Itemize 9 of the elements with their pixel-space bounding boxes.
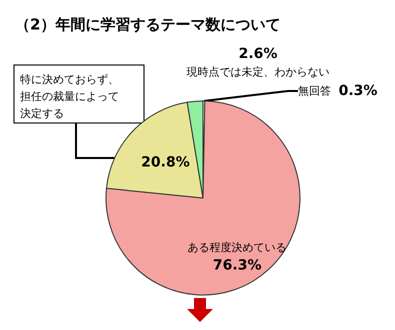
data-label: 20.8%	[141, 154, 190, 171]
slice-label: ある程度決めている	[188, 241, 287, 254]
data-label: 0.3%	[338, 83, 378, 99]
slice-label: 現時点では未定、わからない	[186, 66, 330, 78]
data-label: 76.3%	[212, 258, 262, 274]
slice-label: 特に決めておらず、担任の裁量によって決定する	[20, 73, 119, 120]
data-label: 2.6%	[238, 46, 278, 62]
chart-title: （2）年間に学習するテーマ数について	[15, 16, 280, 34]
slice-label: 無回答	[298, 84, 331, 98]
